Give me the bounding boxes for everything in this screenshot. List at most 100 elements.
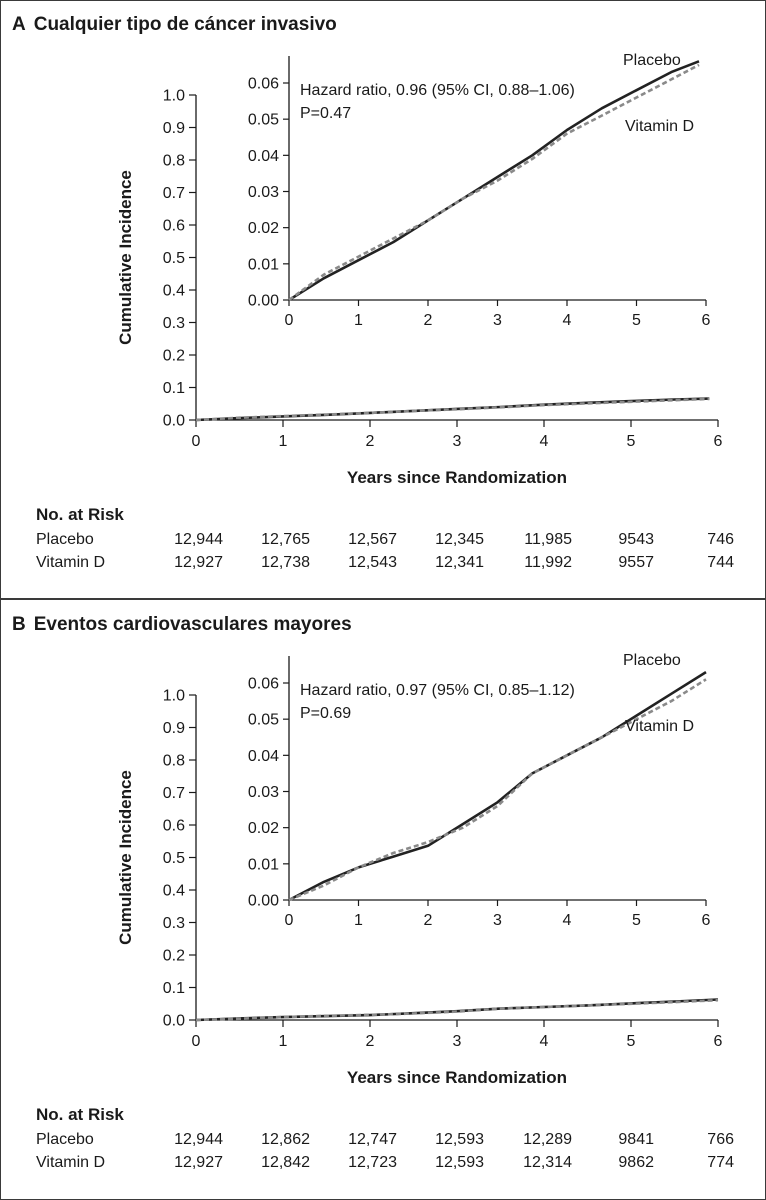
hazard-ratio-annotation: Hazard ratio, 0.97 (95% CI, 0.85–1.12) [300,682,575,699]
y-tick-label: 0.9 [163,720,185,737]
inset-x-tick-label: 3 [493,312,502,329]
p-value-annotation: P=0.69 [300,705,351,722]
series-label-vitamin-d: Vitamin D [625,118,694,135]
y-axis-label: Cumulative Incidence [116,770,135,945]
risk-cell: 746 [707,531,734,548]
y-tick-label: 0.1 [163,980,185,997]
hazard-ratio-annotation: Hazard ratio, 0.96 (95% CI, 0.88–1.06) [300,82,575,99]
inset-series-line [288,60,700,302]
y-tick-label: 0.1 [163,380,185,397]
risk-cell: 9862 [618,1154,654,1171]
main-series-line [195,397,710,422]
y-tick-label: 0.6 [163,818,185,835]
y-tick-label: 0.2 [163,948,185,965]
x-axis-label: Years since Randomization [347,1068,567,1087]
risk-cell: 12,341 [435,554,484,571]
inset-y-tick-label: 0.04 [248,148,279,165]
y-tick-label: 0.3 [163,915,185,932]
panel-a: A Cualquier tipo de cáncer invasivo 0.0 0.… [0,0,766,598]
y-tick-label: 0.4 [163,883,185,900]
inset-series-line [288,63,700,302]
x-tick-label: 5 [627,1033,636,1050]
inset-y-tick-label: 0.00 [248,893,279,910]
inset-x-tick-label: 0 [285,912,294,929]
risk-label: Placebo [36,531,94,548]
series-label-placebo: Placebo [623,652,681,669]
risk-label: Placebo [36,1131,94,1148]
inset-x-tick-label: 5 [632,912,641,929]
x-tick-label: 3 [453,433,462,450]
panel-a-letter: A [12,14,26,35]
y-tick-label: 0.0 [163,413,185,430]
y-tick-label: 0.8 [163,753,185,770]
inset-y-tick-label: 0.01 [248,256,279,273]
risk-label: Vitamin D [36,1154,106,1171]
y-tick-label: 0.0 [163,1013,185,1030]
y-axis-label: Cumulative Incidence [116,170,135,345]
inset-series-line [288,678,707,902]
y-tick-label: 0.5 [163,250,185,267]
y-tick-label: 0.6 [163,218,185,235]
risk-cell: 774 [707,1154,734,1171]
panel-b-letter: B [12,614,26,635]
x-tick-label: 0 [192,433,201,450]
series-label-placebo: Placebo [623,52,681,69]
y-tick-label: 0.8 [163,153,185,170]
x-tick-label: 3 [453,1033,462,1050]
risk-cell: 12,314 [523,1154,572,1171]
x-tick-label: 6 [714,433,723,450]
panel-b-risk-table: No. at Risk Placebo 12,944 12,862 12,747… [36,1105,736,1177]
risk-cell: 12,345 [435,531,484,548]
risk-cell: 12,738 [261,554,310,571]
risk-cell: 9841 [618,1131,654,1148]
inset-series-line [288,670,707,902]
series-label-vitamin-d: Vitamin D [625,718,694,735]
inset-x-tick-label: 3 [493,912,502,929]
risk-cell: 12,765 [261,531,310,548]
inset-x-tick-label: 4 [563,912,572,929]
risk-cell: 12,927 [174,554,223,571]
inset-y-tick-label: 0.01 [248,856,279,873]
inset-y-tick-label: 0.06 [248,76,279,93]
y-tick-label: 0.5 [163,850,185,867]
inset-x-tick-label: 2 [424,912,433,929]
inset-y-tick-label: 0.05 [248,112,279,129]
inset-x-tick-label: 2 [424,312,433,329]
risk-cell: 12,747 [348,1131,397,1148]
risk-row-placebo: Placebo 12,944 12,765 12,567 12,345 11,9… [36,531,736,554]
x-axis-label: Years since Randomization [347,468,567,487]
inset-x-tick-label: 6 [702,312,711,329]
x-tick-label: 5 [627,433,636,450]
x-tick-label: 6 [714,1033,723,1050]
y-tick-label: 1.0 [163,688,185,705]
panel-a-title: A Cualquier tipo de cáncer invasivo [12,14,337,36]
panel-a-title-text: Cualquier tipo de cáncer invasivo [33,14,337,35]
panel-b: B Eventos cardiovasculares mayores 0.0 0.1… [0,600,766,1198]
risk-label: Vitamin D [36,554,106,571]
risk-row-vitamin-d: Vitamin D 12,927 12,738 12,543 12,341 11… [36,554,736,577]
inset-y-tick-label: 0.03 [248,784,279,801]
risk-cell: 12,944 [174,531,223,548]
inset-y-tick-label: 0.05 [248,712,279,729]
y-tick-label: 0.2 [163,348,185,365]
x-tick-label: 0 [192,1033,201,1050]
risk-cell: 9557 [618,554,654,571]
risk-cell: 11,992 [524,554,572,571]
inset-y-tick-label: 0.02 [248,220,279,237]
risk-cell: 11,985 [524,531,572,548]
x-tick-label: 2 [366,433,375,450]
inset-y-tick-label: 0.02 [248,820,279,837]
risk-cell: 744 [707,554,734,571]
y-tick-label: 0.4 [163,283,185,300]
x-tick-label: 1 [279,1033,288,1050]
x-tick-label: 2 [366,1033,375,1050]
panel-b-title: B Eventos cardiovasculares mayores [12,614,352,636]
inset-y-tick-label: 0.03 [248,184,279,201]
risk-cell: 12,862 [261,1131,310,1148]
x-tick-label: 4 [540,1033,549,1050]
y-tick-label: 1.0 [163,88,185,105]
inset-y-tick-label: 0.04 [248,748,279,765]
panel-divider [0,598,766,600]
risk-cell: 12,842 [261,1154,310,1171]
risk-cell: 9543 [618,531,654,548]
